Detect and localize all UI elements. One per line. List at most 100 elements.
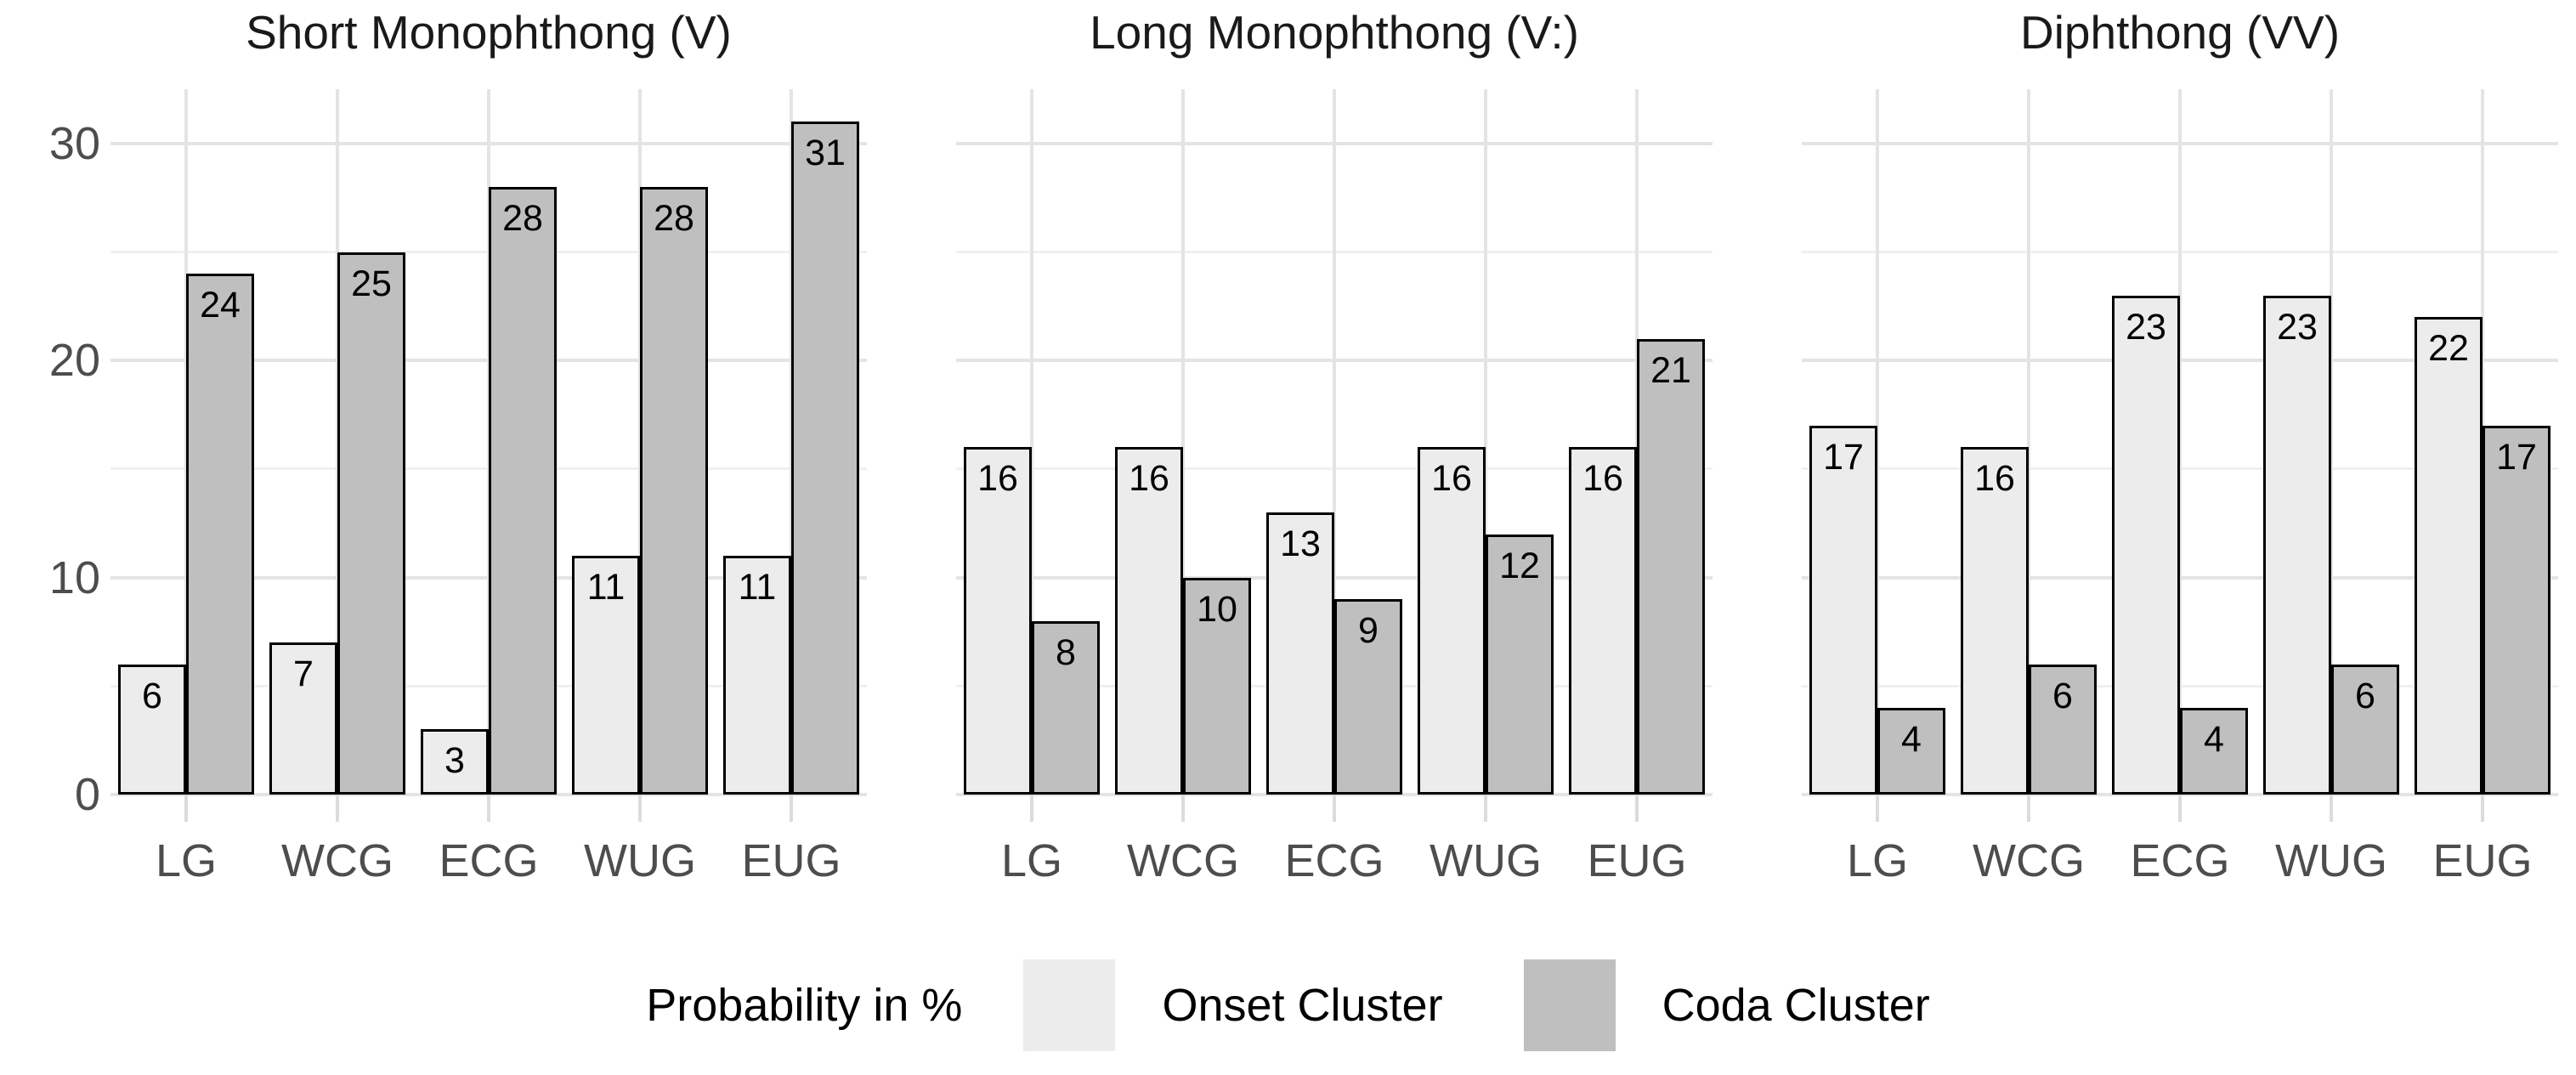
bar-value-label: 12 <box>1499 546 1540 586</box>
bar-onset-cluster: 16 <box>964 447 1032 795</box>
x-axis-label: WUG <box>1430 835 1542 886</box>
x-axis-label: WCG <box>281 835 393 886</box>
bar-value-label: 28 <box>654 198 694 239</box>
bar-value-label: 16 <box>977 458 1018 499</box>
y-axis-label: 30 <box>48 117 100 169</box>
bar-value-label: 25 <box>351 263 392 304</box>
y-axis-label: 0 <box>74 769 100 820</box>
bar-value-label: 6 <box>2052 676 2073 716</box>
legend-swatch-coda-cluster <box>1523 959 1616 1051</box>
bar-value-label: 11 <box>738 567 777 608</box>
bar-coda-cluster: 9 <box>1334 599 1402 795</box>
bar-value-label: 16 <box>1129 458 1169 499</box>
bar-value-label: 22 <box>2428 328 2469 369</box>
bar-coda-cluster: 12 <box>1486 535 1554 795</box>
x-axis-label: WCG <box>1127 835 1239 886</box>
bar-value-label: 4 <box>2204 719 2224 760</box>
gridline-vertical <box>2027 89 2030 795</box>
bar-value-label: 21 <box>1650 350 1691 391</box>
gridline-vertical <box>2178 89 2182 795</box>
bar-onset-cluster: 7 <box>269 642 337 795</box>
facet-title: Short Monophthong (V) <box>246 6 732 59</box>
facet-title: Diphthong (VV) <box>2019 6 2341 59</box>
x-axis-tick <box>2178 795 2182 822</box>
x-axis-tick <box>1635 795 1639 822</box>
bar-value-label: 31 <box>805 133 846 173</box>
plot-area: 17 16 23 23 22 4 6 4 6 17 <box>1802 89 2558 796</box>
bar-value-label: 9 <box>1358 610 1379 651</box>
legend-entry: Coda Cluster <box>1523 959 1930 1051</box>
bar-value-label: 23 <box>2277 307 2318 348</box>
x-axis-tick <box>1333 795 1336 822</box>
gridline-vertical <box>1484 89 1487 795</box>
bar-value-label: 16 <box>1974 458 2015 499</box>
legend-label: Onset Cluster <box>1162 980 1443 1031</box>
y-axis-label: 20 <box>48 335 100 387</box>
x-axis-tick <box>336 795 339 822</box>
bar-onset-cluster: 16 <box>1961 447 2029 795</box>
x-axis-tick <box>1030 795 1033 822</box>
bar-coda-cluster: 28 <box>489 187 557 795</box>
bar-onset-cluster: 16 <box>1115 447 1183 795</box>
gridline-vertical <box>1030 89 1033 795</box>
bar-value-label: 16 <box>1431 458 1472 499</box>
x-axis-tick <box>1181 795 1185 822</box>
bar-onset-cluster: 11 <box>723 556 791 795</box>
gridline-vertical <box>1181 89 1185 795</box>
bar-value-label: 8 <box>1056 632 1076 673</box>
bar-coda-cluster: 24 <box>186 274 254 795</box>
bar-onset-cluster: 16 <box>1569 447 1637 795</box>
plot-area: 6 7 3 11 11 24 25 28 28 31 <box>110 89 867 796</box>
legend-entries: Onset Cluster Coda Cluster <box>1023 959 1930 1051</box>
bar-coda-cluster: 6 <box>2331 665 2399 795</box>
bar-onset-cluster: 3 <box>421 729 489 795</box>
x-axis-tick <box>790 795 793 822</box>
bar-coda-cluster: 25 <box>337 252 405 795</box>
bar-coda-cluster: 8 <box>1032 621 1100 795</box>
x-axis-tick <box>2027 795 2030 822</box>
bar-onset-cluster: 22 <box>2415 317 2483 795</box>
legend-label: Coda Cluster <box>1662 980 1930 1031</box>
bar-value-label: 13 <box>1280 523 1321 564</box>
legend-title: Probability in % <box>646 980 963 1031</box>
bar-coda-cluster: 6 <box>2029 665 2097 795</box>
bar-onset-cluster: 6 <box>118 665 186 795</box>
bar-onset-cluster: 23 <box>2263 296 2331 795</box>
facet-panel: Short Monophthong (V) 6 7 3 11 11 24 25 28 28 31 LG… <box>110 0 867 935</box>
x-axis-tick <box>1876 795 1879 822</box>
x-axis-tick <box>2481 795 2484 822</box>
facet-panel: Diphthong (VV) 17 16 23 23 22 4 6 4 6 17 LG WCG ECG WU… <box>1802 0 2558 935</box>
bar-value-label: 6 <box>2355 676 2375 716</box>
x-axis-tick <box>2330 795 2333 822</box>
bar-value-label: 17 <box>1823 437 1864 478</box>
bar-coda-cluster: 4 <box>2180 708 2248 795</box>
bar-coda-cluster: 4 <box>1877 708 1945 795</box>
bar-value-label: 3 <box>444 740 465 781</box>
x-axis-tick <box>638 795 642 822</box>
x-axis-label: LG <box>1000 835 1063 886</box>
bar-value-label: 7 <box>293 653 314 694</box>
gridline-vertical <box>2330 89 2333 795</box>
x-axis-label: EUG <box>2432 835 2533 886</box>
gridline-vertical <box>1333 89 1336 795</box>
x-axis-label: WUG <box>2275 835 2387 886</box>
bar-value-label: 6 <box>142 676 162 716</box>
bar-value-label: 4 <box>1901 719 1922 760</box>
x-axis-label: EUG <box>1587 835 1687 886</box>
bar-onset-cluster: 13 <box>1266 512 1334 795</box>
x-axis-label: EUG <box>741 835 841 886</box>
x-axis-label: WUG <box>584 835 696 886</box>
x-axis-label: WCG <box>1973 835 2085 886</box>
bar-coda-cluster: 21 <box>1637 339 1705 795</box>
legend-entry: Onset Cluster <box>1023 959 1443 1051</box>
x-axis-tick <box>1484 795 1487 822</box>
x-axis-tick <box>184 795 188 822</box>
bar-onset-cluster: 16 <box>1418 447 1486 795</box>
bar-onset-cluster: 11 <box>572 556 640 795</box>
bar-value-label: 28 <box>502 198 543 239</box>
x-axis-tick <box>487 795 490 822</box>
bar-coda-cluster: 28 <box>640 187 708 795</box>
bar-value-label: 24 <box>200 285 241 325</box>
legend: Probability in % Onset Cluster Coda Clust… <box>0 950 2576 1061</box>
